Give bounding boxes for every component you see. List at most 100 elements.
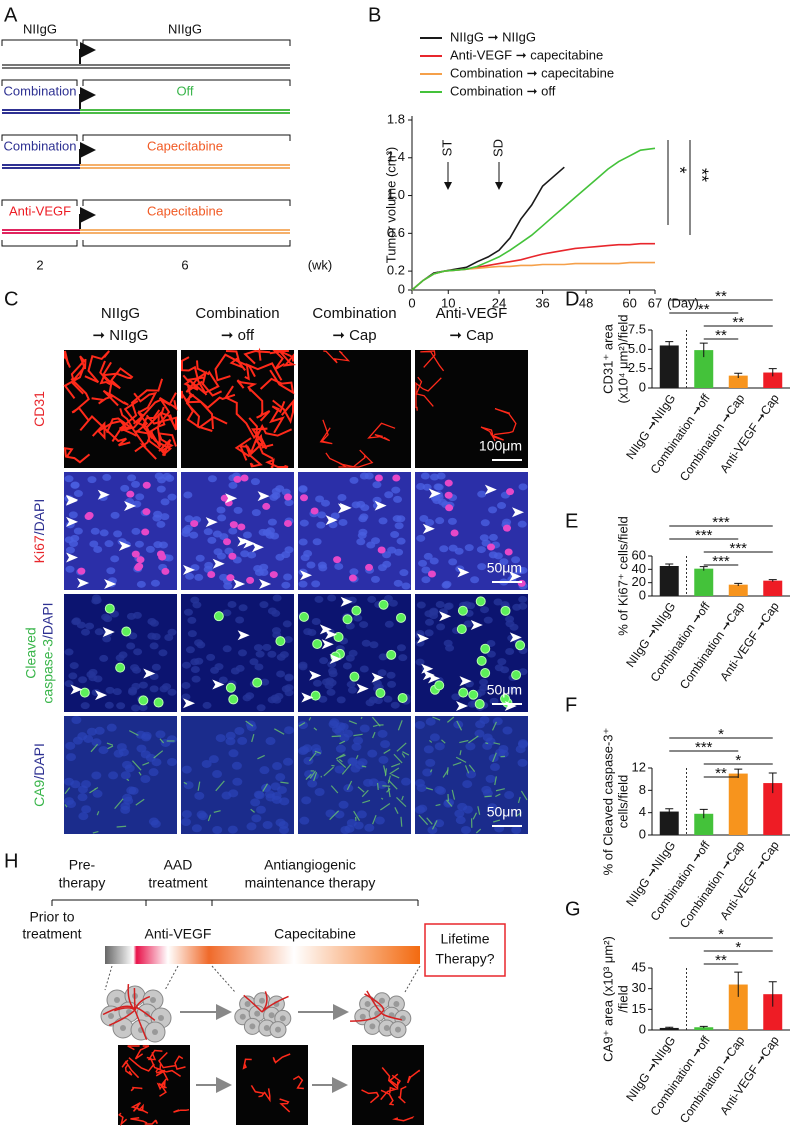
ca9-stain — [452, 761, 462, 766]
vessel — [158, 1051, 176, 1069]
nucleus — [424, 629, 434, 637]
nucleus — [494, 664, 504, 672]
ca9-stain — [371, 716, 381, 727]
nucleus — [425, 758, 436, 767]
y-tick-label: 45 — [632, 959, 646, 974]
ca9-stain — [485, 742, 489, 745]
nucleus — [72, 736, 83, 745]
arrowhead — [212, 558, 225, 569]
nucleus — [131, 682, 141, 690]
vessel — [181, 390, 214, 430]
positive-cell — [226, 574, 235, 582]
vessel — [155, 1069, 169, 1081]
bracket — [1, 39, 291, 46]
ca9-stain — [106, 742, 114, 746]
nucleus — [78, 812, 89, 821]
nucleus — [94, 726, 105, 735]
ca9-stain — [64, 804, 68, 808]
bar — [728, 773, 748, 835]
vessel — [79, 415, 131, 447]
nucleus — [93, 545, 103, 553]
nucleus — [81, 805, 92, 814]
nucleus — [194, 573, 204, 581]
sig-label: *** — [712, 553, 730, 570]
nucleus — [66, 753, 77, 762]
positive-cell — [275, 636, 286, 647]
nucleus — [436, 786, 447, 795]
nucleus — [336, 696, 346, 704]
stage-label: Anti-VEGF — [145, 926, 212, 942]
nucleus — [181, 810, 192, 819]
ca9-stain — [274, 728, 285, 735]
positive-cell — [228, 552, 237, 560]
arrowhead — [66, 552, 78, 563]
nucleus — [251, 509, 261, 517]
ca9-stain — [262, 783, 269, 792]
nucleus — [167, 758, 177, 767]
arrowhead — [212, 679, 225, 690]
ca9-stain — [383, 749, 391, 754]
cell-nucleus — [359, 1013, 366, 1020]
vessel — [272, 398, 294, 425]
sig-label: * — [718, 926, 724, 943]
ca9-stain — [429, 739, 433, 743]
nucleus — [283, 757, 294, 766]
positive-cell — [503, 524, 512, 532]
nucleus — [271, 609, 281, 617]
nucleus — [260, 678, 270, 686]
row-left-label: Combination — [4, 83, 77, 98]
nucleus — [499, 558, 509, 566]
ca9-stain — [372, 724, 378, 728]
arrowhead — [340, 596, 353, 607]
nucleus — [64, 648, 74, 656]
ca9-stain — [126, 778, 130, 782]
error-bar — [734, 582, 743, 586]
arrowhead — [321, 639, 334, 650]
positive-cell — [300, 494, 308, 502]
nucleus — [141, 733, 152, 742]
nucleus — [215, 734, 226, 743]
x-tick-label: Combination ➞Cap — [677, 391, 748, 483]
nucleus — [382, 560, 392, 568]
nucleus — [425, 519, 435, 527]
arrowhead — [428, 488, 441, 499]
phase-label: treatment — [148, 875, 207, 891]
header: NIIgG — [23, 21, 57, 36]
nucleus — [377, 729, 388, 738]
nucleus — [390, 531, 400, 539]
question-text: Lifetime — [440, 931, 489, 947]
time-label: 2 — [36, 257, 43, 272]
ca9-stain — [298, 722, 306, 727]
nucleus — [136, 744, 147, 753]
nucleus — [250, 478, 260, 486]
y-tick-label: 8 — [639, 782, 646, 797]
nucleus — [485, 774, 496, 783]
ca9-stain — [468, 735, 479, 744]
vessel — [261, 995, 289, 1013]
ca9-stain — [401, 795, 404, 801]
positive-cell — [79, 687, 90, 698]
ca9-stain — [455, 756, 467, 763]
nucleus — [502, 726, 513, 735]
sig-label: ** — [698, 301, 710, 318]
nucleus — [518, 595, 528, 603]
nucleus — [320, 499, 330, 507]
ca9-stain — [372, 814, 377, 825]
nucleus — [284, 546, 294, 554]
row-label: Cleaved — [22, 627, 38, 678]
nucleus — [185, 646, 195, 654]
nucleus — [383, 595, 393, 603]
guide-line — [104, 965, 113, 991]
cell-nucleus — [152, 1029, 158, 1035]
nucleus — [126, 786, 137, 795]
nucleus — [118, 651, 128, 659]
cell-nucleus — [369, 1023, 376, 1030]
vessel — [130, 1086, 143, 1092]
nucleus — [182, 661, 192, 669]
ca9-stain — [494, 776, 497, 786]
vessel — [182, 374, 206, 391]
nucleus — [242, 531, 252, 539]
nucleus — [198, 812, 209, 821]
sig-label: ** — [715, 952, 727, 969]
nucleus — [318, 695, 328, 703]
